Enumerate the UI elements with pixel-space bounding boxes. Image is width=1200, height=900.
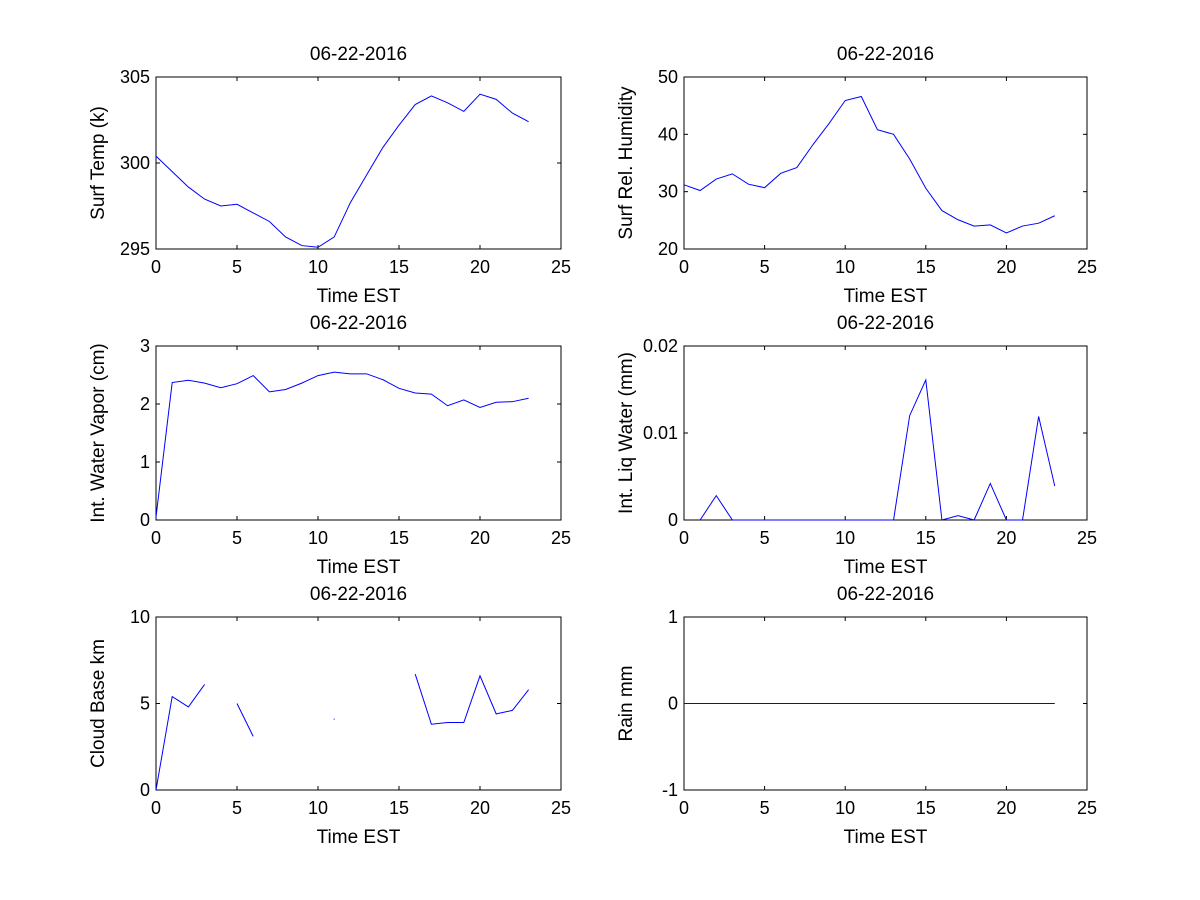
y-tick-label: 0.01 bbox=[643, 423, 678, 443]
y-tick-label: 0 bbox=[668, 694, 678, 714]
data-series-line bbox=[699, 378, 1056, 521]
x-tick-label: 20 bbox=[470, 257, 490, 277]
x-tick-label: 20 bbox=[996, 257, 1016, 277]
x-tick-label: 5 bbox=[760, 798, 770, 818]
x-tick-label: 0 bbox=[151, 257, 161, 277]
subplot-1: 0 5 10 15 20 25 295 300 305 06-22-2016 Time EST Sur… bbox=[88, 44, 571, 307]
y-tick-label: 295 bbox=[120, 239, 150, 259]
data-series-line bbox=[155, 371, 529, 518]
x-tick-label: 10 bbox=[308, 257, 328, 277]
x-tick-label: 15 bbox=[916, 257, 936, 277]
x-axis-label: Time EST bbox=[844, 286, 928, 307]
x-tick-label: 15 bbox=[389, 257, 409, 277]
subplot-title: 06-22-2016 bbox=[837, 584, 934, 605]
y-axis-label: Surf Temp (k) bbox=[88, 106, 109, 220]
y-tick-label: 0.02 bbox=[643, 336, 678, 356]
x-tick-label: 20 bbox=[470, 528, 490, 548]
x-tick-label: 20 bbox=[996, 798, 1016, 818]
x-tick-label: 15 bbox=[916, 798, 936, 818]
y-tick-label: 50 bbox=[658, 67, 678, 87]
x-tick-label: 0 bbox=[151, 798, 161, 818]
y-tick-label: 5 bbox=[140, 694, 150, 714]
x-tick-label: 25 bbox=[1077, 257, 1097, 277]
y-tick-label: 3 bbox=[140, 336, 150, 356]
y-axis-label: Rain mm bbox=[616, 665, 637, 741]
x-tick-label: 15 bbox=[389, 528, 409, 548]
plot-area-frame bbox=[155, 345, 562, 521]
y-tick-label: 30 bbox=[658, 182, 678, 202]
y-tick-label: 0 bbox=[140, 510, 150, 530]
data-series-line bbox=[155, 673, 529, 791]
x-tick-label: 15 bbox=[916, 528, 936, 548]
y-axis-label: Int. Water Vapor (cm) bbox=[88, 343, 109, 522]
x-tick-label: 25 bbox=[551, 528, 571, 548]
x-axis-label: Time EST bbox=[844, 827, 928, 848]
y-tick-label: 20 bbox=[658, 239, 678, 259]
x-axis-label: Time EST bbox=[317, 827, 401, 848]
y-axis-label: Cloud Base km bbox=[88, 639, 109, 768]
x-tick-label: 0 bbox=[151, 528, 161, 548]
y-tick-label: 300 bbox=[120, 153, 150, 173]
y-axis-label: Surf Rel. Humidity bbox=[616, 86, 637, 240]
subplot-title: 06-22-2016 bbox=[310, 44, 407, 65]
plot-area-frame bbox=[155, 616, 562, 791]
subplot-5: 0 5 10 15 20 25 0 5 10 06-22-2016 Time EST Cloud Ba… bbox=[88, 584, 571, 848]
y-tick-label: 1 bbox=[140, 452, 150, 472]
data-series-line bbox=[155, 93, 529, 248]
x-tick-label: 15 bbox=[389, 798, 409, 818]
y-tick-label: 0 bbox=[140, 780, 150, 800]
y-tick-label: -1 bbox=[662, 780, 678, 800]
subplot-title: 06-22-2016 bbox=[310, 584, 407, 605]
data-series-line bbox=[683, 95, 1055, 234]
subplot-3: 0 5 10 15 20 25 0 1 2 3 06-22-2016 Time EST Int. Wat… bbox=[88, 313, 571, 578]
y-tick-label: 40 bbox=[658, 124, 678, 144]
x-tick-label: 0 bbox=[679, 798, 689, 818]
y-tick-label: 0 bbox=[668, 510, 678, 530]
x-tick-label: 5 bbox=[232, 798, 242, 818]
y-tick-label: 10 bbox=[130, 607, 150, 627]
plot-area-frame bbox=[155, 76, 562, 250]
x-tick-label: 10 bbox=[835, 257, 855, 277]
x-tick-label: 10 bbox=[308, 798, 328, 818]
y-tick-label: 1 bbox=[668, 607, 678, 627]
x-tick-label: 5 bbox=[232, 528, 242, 548]
subplot-title: 06-22-2016 bbox=[837, 313, 934, 334]
x-tick-label: 5 bbox=[760, 528, 770, 548]
y-tick-label: 305 bbox=[120, 67, 150, 87]
x-tick-label: 5 bbox=[760, 257, 770, 277]
y-tick-label: 2 bbox=[140, 394, 150, 414]
plot-area-frame bbox=[683, 345, 1088, 521]
x-tick-label: 20 bbox=[470, 798, 490, 818]
subplot-4: 0 5 10 15 20 25 0 0.01 0.02 06-22-2016 Time EST Int… bbox=[616, 313, 1097, 578]
x-tick-label: 10 bbox=[308, 528, 328, 548]
x-tick-label: 20 bbox=[996, 528, 1016, 548]
x-tick-label: 25 bbox=[551, 257, 571, 277]
x-tick-label: 25 bbox=[1077, 528, 1097, 548]
subplot-title: 06-22-2016 bbox=[310, 313, 407, 334]
x-tick-label: 0 bbox=[679, 257, 689, 277]
x-axis-label: Time EST bbox=[317, 286, 401, 307]
x-tick-label: 0 bbox=[679, 528, 689, 548]
plot-area-frame bbox=[683, 76, 1088, 250]
subplot-title: 06-22-2016 bbox=[837, 44, 934, 65]
x-tick-label: 10 bbox=[835, 528, 855, 548]
x-tick-label: 25 bbox=[551, 798, 571, 818]
x-tick-label: 5 bbox=[232, 257, 242, 277]
x-tick-label: 25 bbox=[1077, 798, 1097, 818]
y-axis-label: Int. Liq Water (mm) bbox=[616, 352, 637, 514]
x-axis-label: Time EST bbox=[844, 557, 928, 578]
x-axis-label: Time EST bbox=[317, 557, 401, 578]
subplot-2: 0 5 10 15 20 25 20 30 40 50 06-22-2016 Time EST Surf… bbox=[616, 44, 1097, 307]
x-tick-label: 10 bbox=[835, 798, 855, 818]
